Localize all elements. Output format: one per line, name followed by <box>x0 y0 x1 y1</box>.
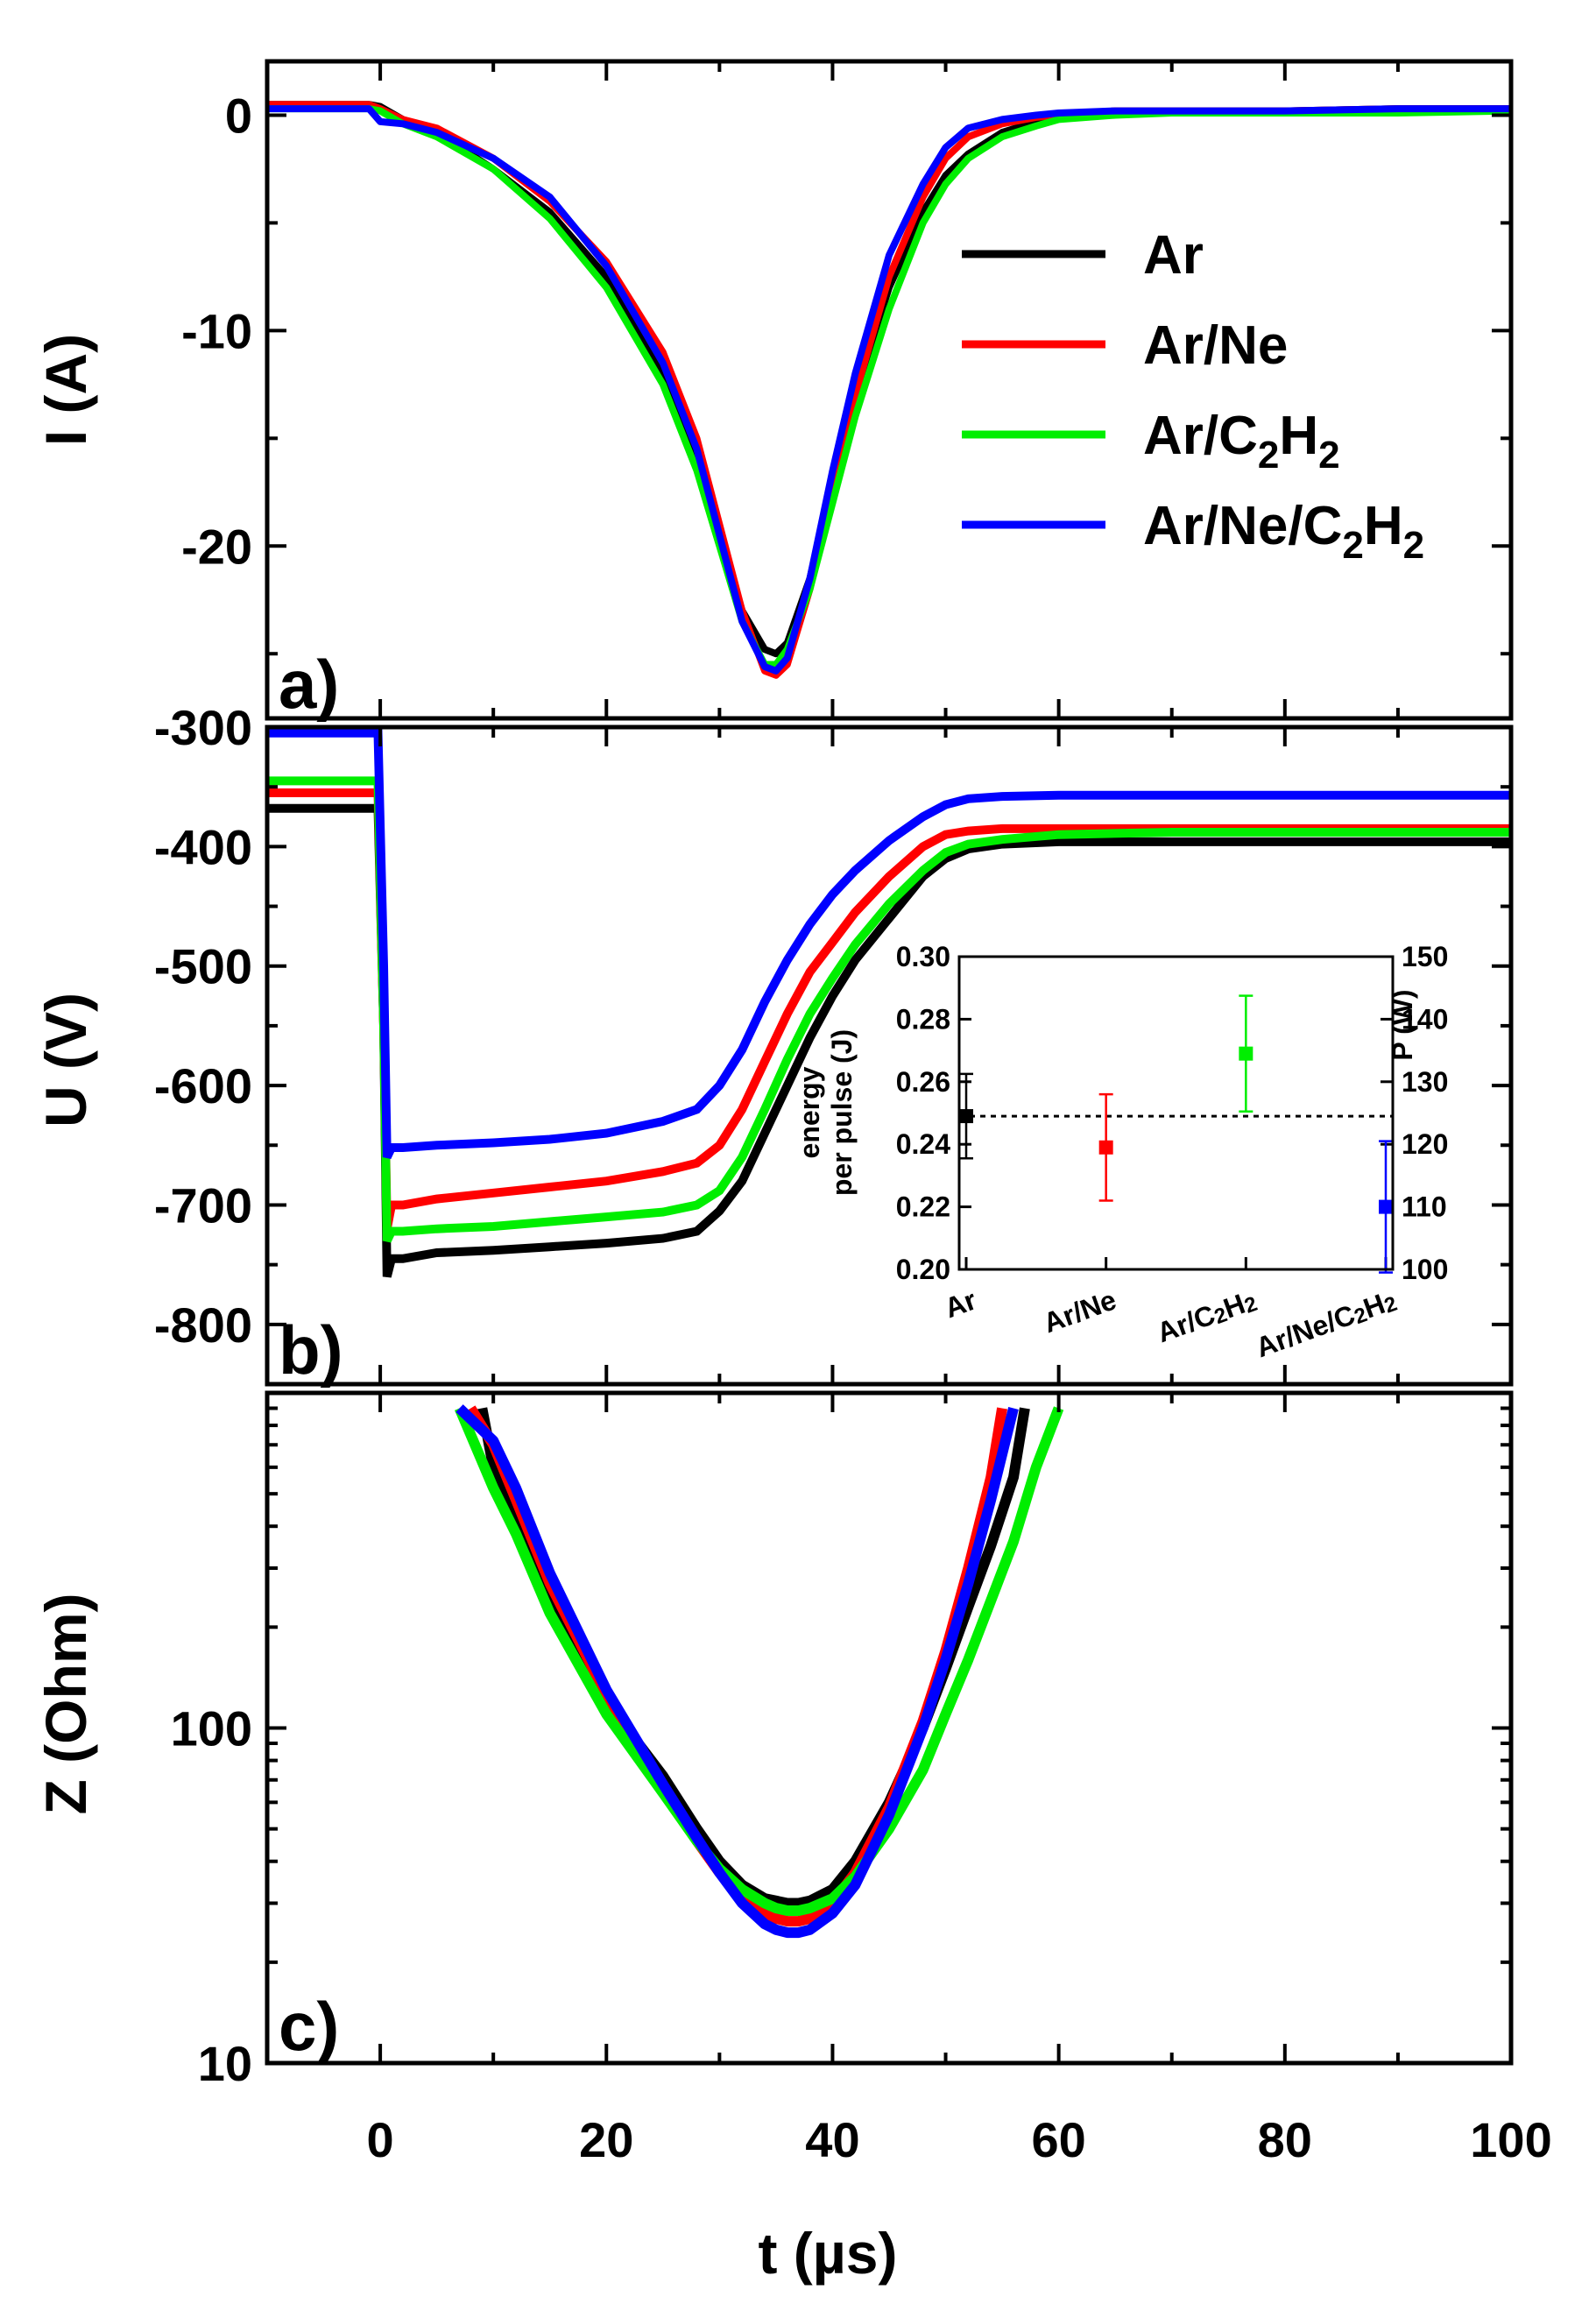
panel-a-legend: Ar Ar/Ne Ar/C2H2 Ar/Ne/C2H2 <box>962 225 1424 567</box>
inset-y-tick-label: 0.20 <box>896 1254 950 1285</box>
panel-b-y-tick-label: -300 <box>154 700 252 755</box>
inset-y2-tick-label: 150 <box>1402 941 1448 972</box>
panel-a-label: a) <box>279 646 339 723</box>
shared-x-axis-tick-labels: 0 20 40 60 80 100 <box>367 2112 1552 2167</box>
inset-y-tick-label: 0.22 <box>896 1191 950 1223</box>
panel-c: 10 100 Z (Ohm) c) <box>33 1390 1514 2091</box>
inset-background <box>946 951 1393 1279</box>
panel-b-y-tick-label: -500 <box>154 939 252 994</box>
inset-point-ar <box>959 1109 973 1124</box>
panel-b-series-ar-ne-c2h2 <box>267 728 1511 1160</box>
panel-a-series-ar-ne-c2h2 <box>267 105 1511 675</box>
inset-y-tick-label: 0.30 <box>896 941 950 972</box>
shared-x-axis-title: t (µs) <box>758 2221 897 2286</box>
panel-b-series-group <box>267 728 1511 1278</box>
panel-a-series-group <box>267 101 1512 679</box>
inset-frame <box>957 955 1395 1271</box>
panel-a-axes: 0 -10 -20 <box>181 61 1513 718</box>
panel-c-label: c) <box>279 1988 339 2065</box>
inset-y2-tick-label: 140 <box>1402 1003 1448 1035</box>
inset-y2-tick-label: 130 <box>1402 1066 1448 1098</box>
panel-b-series-ar-c2h2 <box>267 776 1511 1243</box>
inset-y2-tick-label: 100 <box>1402 1254 1448 1285</box>
panel-c-y-axis-title: Z (Ohm) <box>33 1594 98 1815</box>
legend-label-ar: Ar <box>1143 225 1204 286</box>
panel-a-y-tick-label: 0 <box>225 88 252 143</box>
inset-y-tick-label: 0.26 <box>896 1066 950 1098</box>
panel-b-y-tick-label: -600 <box>154 1058 252 1113</box>
inset-y-axis-title-line2: per pulse (J) <box>826 1029 858 1196</box>
x-tick-label: 40 <box>805 2112 859 2167</box>
panel-a-y-tick-label: -10 <box>181 303 252 358</box>
inset-y-axis-title-line1: energy <box>794 1066 825 1158</box>
panel-c-series-ar-ne-c2h2 <box>455 1404 1019 1939</box>
inset-point-ar-c2h2 <box>1239 1046 1253 1061</box>
inset-y2-tick-label: 120 <box>1402 1128 1448 1160</box>
legend-label-ar-c2h2: Ar/C2H2 <box>1143 406 1340 477</box>
x-tick-label: 0 <box>367 2112 394 2167</box>
x-tick-label: 80 <box>1258 2112 1312 2167</box>
panel-c-series-group <box>454 1404 1064 1939</box>
panel-c-frame <box>265 1390 1514 2066</box>
panel-b-frame <box>265 724 1514 1387</box>
panel-b-label: b) <box>279 1311 343 1389</box>
inset-y2-tick-label: 110 <box>1402 1191 1447 1223</box>
panel-a-frame <box>265 59 1514 721</box>
x-tick-label: 60 <box>1031 2112 1085 2167</box>
inset-point-ar-ne-c2h2 <box>1379 1199 1393 1214</box>
inset-y-tick-label: 0.24 <box>896 1128 950 1160</box>
panel-c-y-tick-label: 10 <box>198 2036 252 2091</box>
panel-a-y-tick-label: -20 <box>181 519 252 574</box>
inset-point-ar-ne <box>1098 1140 1113 1155</box>
panel-c-y-tick-label: 100 <box>171 1701 252 1756</box>
x-tick-label: 100 <box>1470 2112 1551 2167</box>
panel-c-axes: 10 100 <box>171 1393 1513 2091</box>
panel-b-series-ar <box>267 803 1511 1278</box>
x-tick-label: 20 <box>579 2112 633 2167</box>
panel-b-series-ar-ne <box>267 788 1511 1230</box>
panel-a: 0 -10 -20 I (A) a) Ar Ar/Ne Ar/C2H2 Ar/Ne/C2H… <box>33 59 1514 723</box>
panel-a-y-axis-title: I (A) <box>33 334 98 446</box>
legend-label-ar-ne-c2h2: Ar/Ne/C2H2 <box>1143 496 1424 567</box>
inset-y-tick-label: 0.28 <box>896 1003 950 1035</box>
panel-c-series-ar-c2h2 <box>454 1406 1064 1916</box>
panel-b-y-tick-label: -800 <box>154 1297 252 1353</box>
legend-label-ar-ne: Ar/Ne <box>1143 315 1288 376</box>
inset-y2-axis-title: P (W) <box>1387 989 1418 1060</box>
panel-b-y-tick-label: -400 <box>154 819 252 874</box>
panel-b-y-axis-title: U (V) <box>33 993 98 1127</box>
panel-b-y-tick-label: -700 <box>154 1177 252 1233</box>
